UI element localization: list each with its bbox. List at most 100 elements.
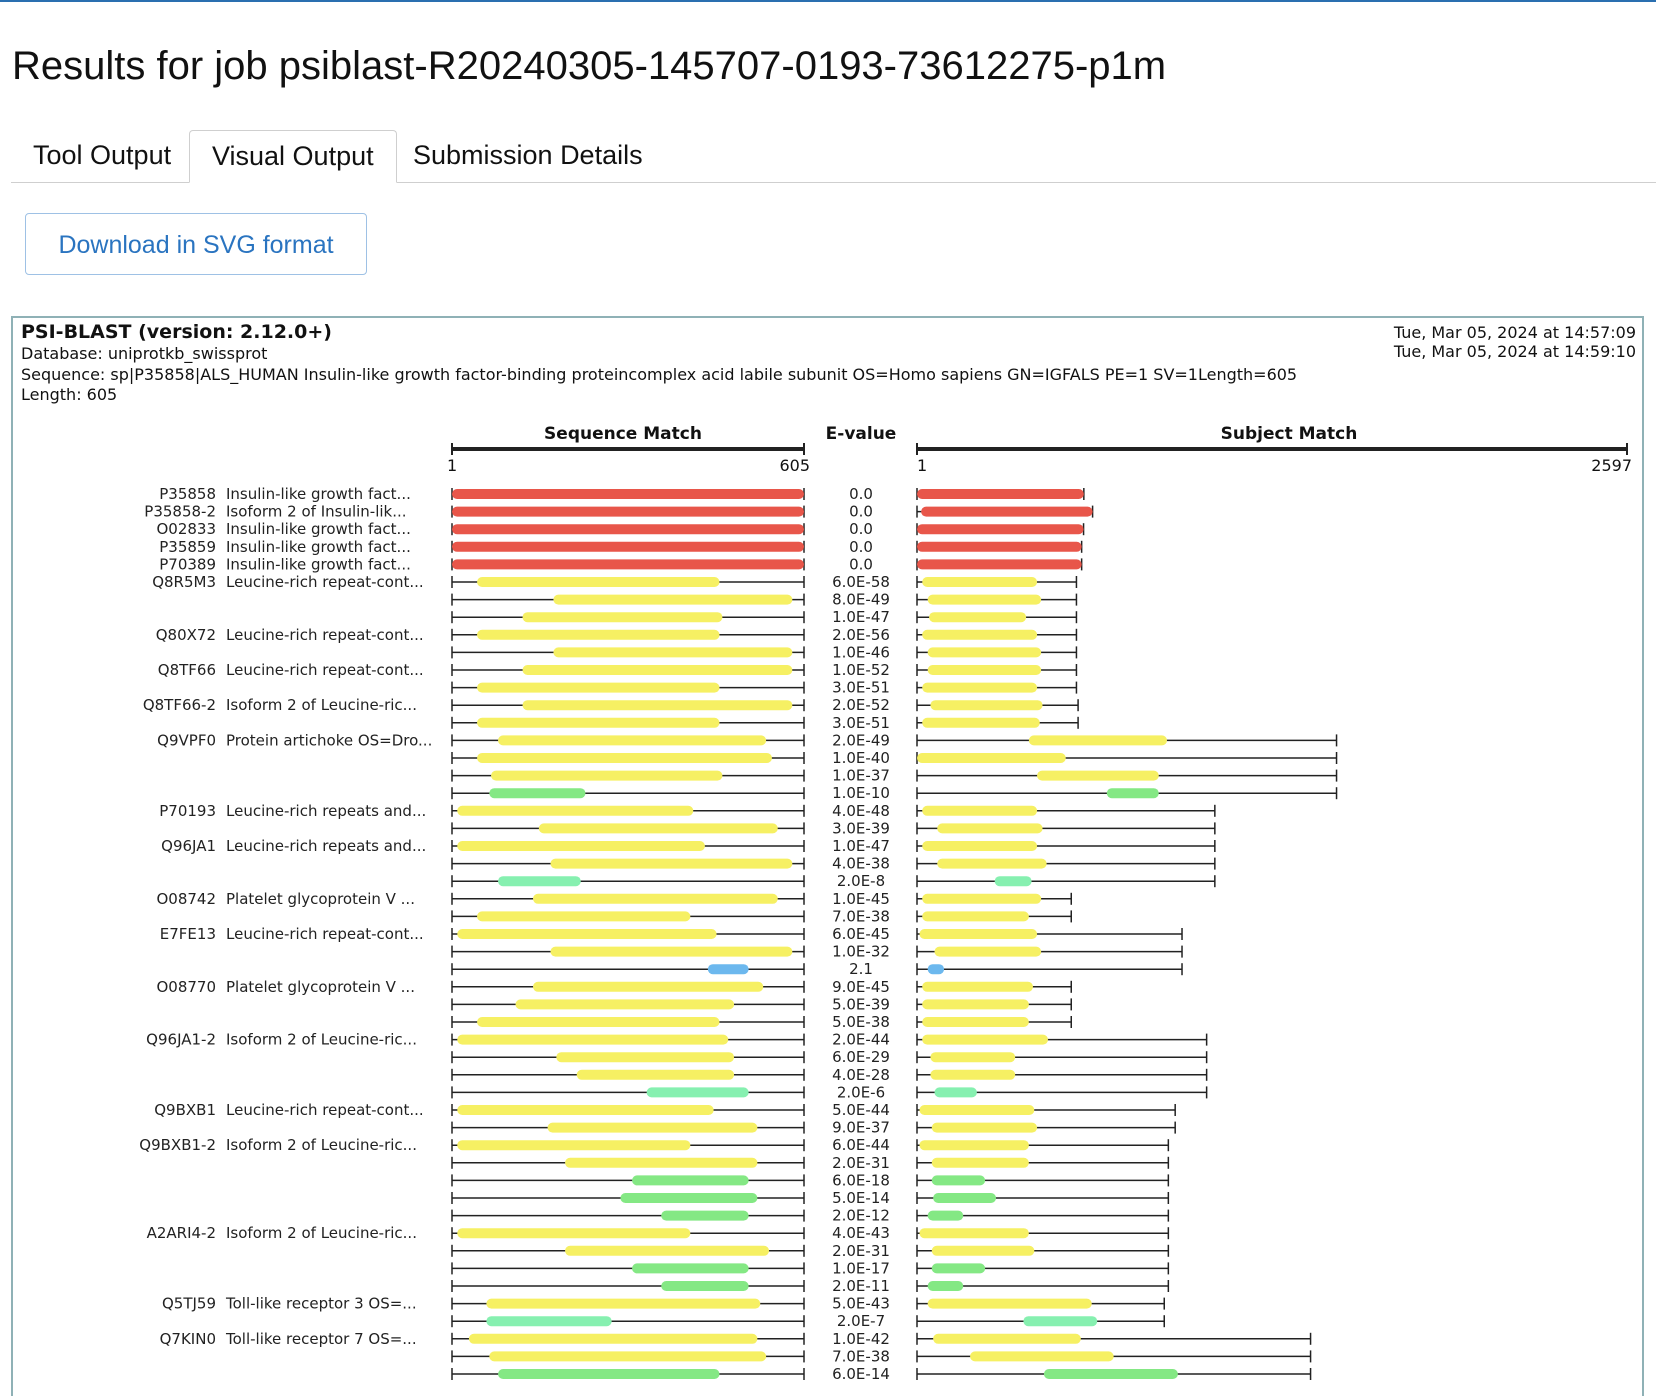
hit-row[interactable]: Q9BXB1 Leucine-rich repeat-cont... 5.0E-44	[154, 1101, 1176, 1119]
subject-match-bar[interactable]	[933, 1193, 997, 1203]
subject-match-bar[interactable]	[970, 1351, 1114, 1362]
hit-row[interactable]: O08770 Platelet glycoprotein V ... 9.0E-45	[156, 978, 1073, 996]
subject-match-bar[interactable]	[933, 1333, 1081, 1344]
hit-row[interactable]: Q8TF66-2 Isoform 2 of Leucine-ric... 2.0E-…	[143, 696, 1079, 714]
hit-row[interactable]: O02833 Insulin-like growth fact... 0.0	[156, 520, 1085, 538]
query-match-bar[interactable]	[477, 753, 772, 763]
query-match-bar[interactable]	[498, 876, 581, 887]
subject-match-bar[interactable]	[937, 823, 1043, 834]
subject-match-bar[interactable]	[917, 524, 1084, 535]
query-match-bar[interactable]	[477, 717, 720, 728]
subject-match-bar[interactable]	[922, 981, 1033, 992]
query-match-bar[interactable]	[486, 1298, 761, 1309]
query-match-bar[interactable]	[457, 1034, 729, 1045]
subject-match-bar[interactable]	[927, 594, 1042, 605]
query-match-bar[interactable]	[646, 1087, 749, 1098]
hit-row[interactable]: Q9BXB1-2 Isoform 2 of Leucine-ric... 6.0E-…	[139, 1136, 1170, 1154]
hit-row[interactable]: 2.0E-31	[451, 1154, 1170, 1172]
hit-row[interactable]: P35858 Insulin-like growth fact... 0.0	[159, 485, 1085, 503]
download-svg-button[interactable]: Download in SVG format	[25, 213, 367, 275]
hit-row[interactable]: Q96JA1-2 Isoform 2 of Leucine-ric... 2.0E-…	[146, 1031, 1208, 1049]
hit-accession[interactable]: P70193	[159, 802, 216, 820]
hit-row[interactable]: 6.0E-14	[451, 1365, 1312, 1383]
hit-accession[interactable]: O02833	[156, 520, 216, 538]
subject-match-bar[interactable]	[917, 559, 1082, 570]
hit-row[interactable]: 2.0E-8	[451, 872, 1216, 890]
hit-row[interactable]: 1.0E-40	[451, 749, 1338, 767]
hit-accession[interactable]: P35859	[159, 538, 216, 556]
tab-submission-details[interactable]: Submission Details	[413, 140, 643, 170]
query-match-bar[interactable]	[477, 629, 720, 640]
hit-row[interactable]: 2.0E-7	[451, 1312, 1165, 1330]
hit-row[interactable]: P70193 Leucine-rich repeats and... 4.0E-48	[159, 802, 1216, 820]
hit-row[interactable]: P35858-2 Isoform 2 of Insulin-lik... 0.0	[144, 503, 1094, 521]
query-match-bar[interactable]	[452, 489, 804, 499]
query-match-bar[interactable]	[550, 946, 793, 957]
hit-row[interactable]: 4.0E-38	[451, 855, 1216, 873]
query-match-bar[interactable]	[486, 1316, 612, 1327]
query-match-bar[interactable]	[477, 911, 691, 922]
hit-row[interactable]: A2ARI4-2 Isoform 2 of Leucine-ric... 4.0E-…	[147, 1224, 1170, 1242]
subject-match-bar[interactable]	[922, 682, 1038, 693]
hit-row[interactable]: 8.0E-49	[451, 591, 1078, 609]
hit-row[interactable]: P70389 Insulin-like growth fact... 0.0	[159, 555, 1083, 573]
subject-match-bar[interactable]	[919, 1140, 1029, 1151]
hit-row[interactable]: 2.0E-6	[451, 1083, 1208, 1101]
hit-row[interactable]: O08742 Platelet glycoprotein V ... 1.0E-45	[156, 890, 1073, 908]
subject-match-bar[interactable]	[917, 753, 1066, 763]
subject-match-bar[interactable]	[931, 1122, 1038, 1133]
query-match-bar[interactable]	[468, 1333, 758, 1344]
query-match-bar[interactable]	[661, 1281, 749, 1291]
hit-row[interactable]: Q9VPF0 Protein artichoke OS=Dro... 2.0E-49	[157, 731, 1338, 749]
query-match-bar[interactable]	[452, 506, 804, 517]
subject-match-bar[interactable]	[1037, 770, 1159, 781]
query-match-bar[interactable]	[498, 1369, 720, 1379]
hit-row[interactable]: 9.0E-37	[451, 1119, 1176, 1137]
hit-accession[interactable]: E7FE13	[160, 925, 216, 943]
subject-match-bar[interactable]	[1028, 735, 1167, 746]
tab-visual-output[interactable]: Visual Output	[189, 130, 397, 183]
query-match-bar[interactable]	[553, 594, 793, 605]
hit-accession[interactable]: O08742	[156, 890, 216, 908]
query-match-bar[interactable]	[576, 1069, 735, 1080]
hit-accession[interactable]: Q7KIN0	[160, 1330, 216, 1348]
query-match-bar[interactable]	[632, 1263, 749, 1274]
hit-accession[interactable]: Q96JA1-2	[146, 1031, 216, 1049]
subject-match-bar[interactable]	[931, 1263, 986, 1274]
query-match-bar[interactable]	[452, 541, 804, 552]
subject-match-bar[interactable]	[1043, 1369, 1178, 1379]
subject-match-bar[interactable]	[927, 1298, 1092, 1309]
hit-accession[interactable]: Q8TF66-2	[143, 696, 216, 714]
hit-row[interactable]: 5.0E-38	[451, 1013, 1073, 1031]
hit-row[interactable]: 6.0E-18	[451, 1171, 1170, 1189]
hit-row[interactable]: 7.0E-38	[451, 1347, 1312, 1365]
subject-match-bar[interactable]	[934, 1087, 977, 1098]
query-match-bar[interactable]	[565, 1245, 770, 1256]
hit-accession[interactable]: Q80X72	[156, 626, 216, 644]
query-match-bar[interactable]	[707, 964, 749, 975]
query-match-bar[interactable]	[457, 1140, 691, 1151]
subject-match-bar[interactable]	[931, 1157, 1029, 1168]
hit-row[interactable]: 3.0E-51	[451, 714, 1079, 732]
hit-row[interactable]: 6.0E-29	[451, 1048, 1208, 1066]
query-match-bar[interactable]	[498, 735, 767, 746]
hit-row[interactable]: 3.0E-39	[451, 819, 1216, 837]
hit-accession[interactable]: Q96JA1	[161, 837, 216, 855]
subject-match-bar[interactable]	[922, 805, 1038, 816]
subject-match-bar[interactable]	[922, 841, 1038, 851]
subject-match-bar[interactable]	[922, 911, 1029, 922]
hit-accession[interactable]: Q9VPF0	[157, 731, 216, 749]
query-match-bar[interactable]	[522, 665, 793, 675]
subject-match-bar[interactable]	[927, 665, 1042, 675]
subject-match-bar[interactable]	[1023, 1316, 1098, 1327]
hit-row[interactable]: Q8TF66 Leucine-rich repeat-cont... 1.0E-52	[158, 661, 1078, 679]
hit-accession[interactable]: Q8TF66	[158, 661, 216, 679]
query-match-bar[interactable]	[661, 1210, 749, 1221]
subject-match-bar[interactable]	[930, 1052, 1016, 1063]
query-match-bar[interactable]	[553, 647, 793, 658]
hit-row[interactable]: 4.0E-28	[451, 1066, 1208, 1084]
query-match-bar[interactable]	[522, 700, 793, 711]
subject-match-bar[interactable]	[934, 946, 1042, 957]
query-match-bar[interactable]	[565, 1157, 758, 1168]
subject-match-bar[interactable]	[921, 506, 1093, 517]
